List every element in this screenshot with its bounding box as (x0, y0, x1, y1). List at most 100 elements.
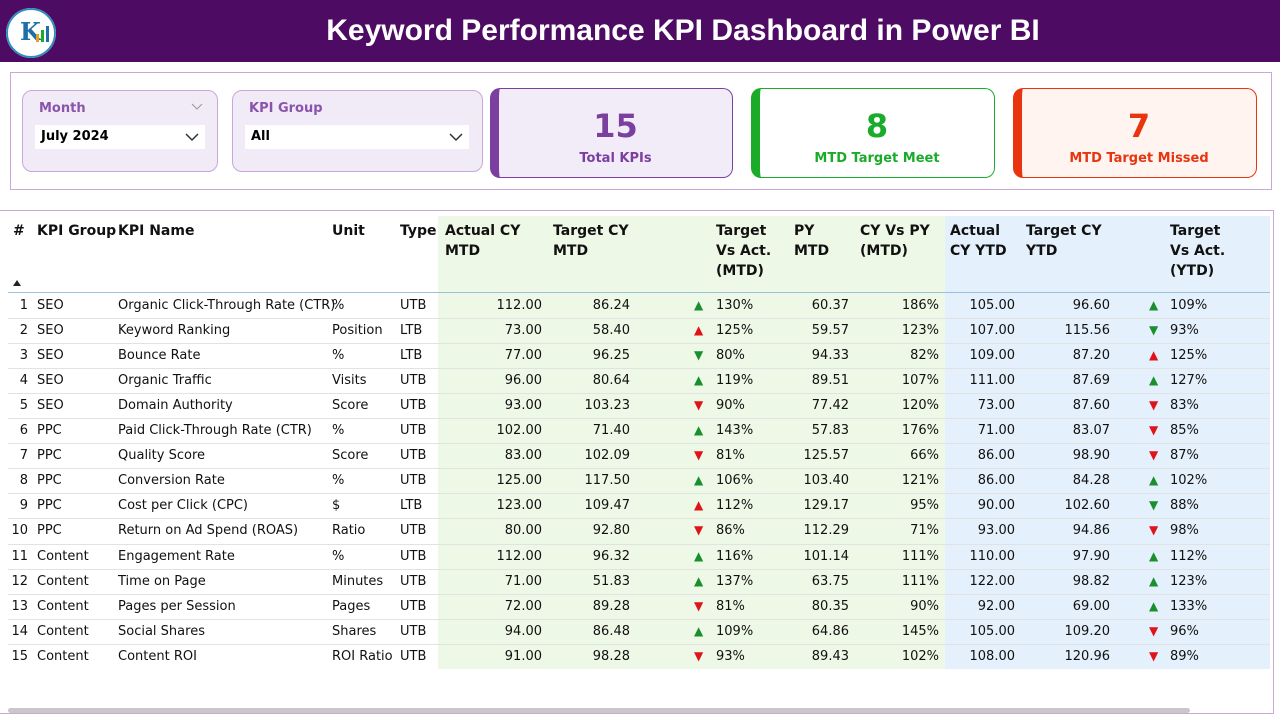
status-arrow: ▼ (1149, 398, 1159, 413)
card-value: 7 (1127, 107, 1151, 145)
table-cell: % (332, 348, 345, 364)
table-cell: 145% (901, 623, 939, 639)
table-cell: 125% (1170, 348, 1208, 364)
table-cell: 81% (716, 448, 745, 464)
table-cell: 130% (716, 298, 754, 313)
row-divider (8, 443, 1270, 445)
table-cell: 123% (1170, 573, 1208, 589)
table-cell: 59.57 (811, 323, 849, 339)
status-arrow: ▼ (694, 398, 704, 413)
table-cell: 86.24 (592, 298, 630, 313)
table-cell: 85% (1170, 423, 1199, 439)
table-cell: 7 (19, 448, 28, 464)
table-cell: 102% (1170, 473, 1208, 489)
table-cell: Cost per Click (CPC) (118, 498, 249, 514)
table-cell: 103.23 (584, 398, 631, 414)
table-cell: Organic Click-Through Rate (CTR) (118, 298, 336, 313)
table-cell: 115.56 (1064, 323, 1111, 339)
table-cell: 71.00 (504, 573, 542, 589)
slicer-value[interactable]: All (245, 125, 469, 149)
table-cell: UTB (400, 623, 427, 639)
table-cell: Keyword Ranking (118, 323, 231, 339)
row-divider (8, 368, 1270, 370)
table-cell: 105.00 (969, 623, 1016, 639)
status-arrow: ▲ (694, 323, 704, 338)
scrollbar[interactable] (8, 708, 1190, 713)
kpi-card: 15 Total KPIs (490, 88, 733, 178)
status-arrow: ▲ (1149, 373, 1159, 388)
table-cell: 105.00 (969, 298, 1016, 313)
table-cell: 80.64 (592, 373, 630, 389)
row-divider (8, 468, 1270, 470)
table-cell: 109% (716, 623, 754, 639)
table-cell: UTB (400, 298, 427, 313)
row-divider (8, 543, 1270, 545)
table-cell: PPC (37, 473, 62, 489)
table-cell: % (332, 423, 345, 439)
table-cell: 109.00 (969, 348, 1016, 364)
table-cell: LTB (400, 498, 423, 514)
table-cell: 86.00 (977, 473, 1015, 489)
status-arrow: ▲ (694, 423, 704, 438)
table-cell: 125% (716, 323, 754, 339)
table-cell: 111.00 (969, 373, 1016, 389)
status-arrow: ▼ (694, 523, 704, 538)
row-divider (8, 593, 1270, 595)
table-cell: 96.00 (504, 373, 542, 389)
kpi-card: 7 MTD Target Missed (1013, 88, 1257, 178)
status-arrow: ▼ (1149, 423, 1159, 438)
table-cell: 51.83 (592, 573, 630, 589)
table-cell: 6 (19, 423, 28, 439)
card-value: 15 (593, 107, 638, 145)
table-cell: 86% (716, 523, 745, 539)
table-cell: 122.00 (969, 573, 1016, 589)
table-cell: 89.43 (811, 648, 849, 664)
table-cell: Content ROI (118, 648, 197, 664)
table-cell: Content (37, 573, 89, 589)
kpi-group-slicer[interactable]: KPI Group All (232, 90, 483, 172)
table-cell: UTB (400, 398, 427, 414)
table-cell: % (332, 298, 345, 313)
table-cell: Visits (332, 373, 367, 389)
table-cell: 89% (1170, 648, 1199, 664)
status-arrow: ▲ (1149, 598, 1159, 613)
table-cell: 89.28 (592, 598, 630, 614)
table-cell: PPC (37, 423, 62, 439)
status-arrow: ▼ (1149, 323, 1159, 338)
table-cell: Ratio (332, 523, 366, 539)
table-cell: 106% (716, 473, 754, 489)
table-cell: 15 (11, 648, 28, 664)
table-cell: Bounce Rate (118, 348, 201, 364)
title: Keyword Performance KPI Dashboard in Pow… (326, 14, 1040, 47)
table-cell: 88% (1170, 498, 1199, 514)
column-header: Unit (332, 223, 365, 239)
row-divider (8, 643, 1270, 645)
table-cell: 97.90 (1072, 548, 1110, 564)
table-cell: 176% (901, 423, 939, 439)
table-cell: 101.14 (803, 548, 850, 564)
table-cell: 87.20 (1072, 348, 1110, 364)
table-cell: Domain Authority (118, 398, 233, 414)
table-cell: Conversion Rate (118, 473, 225, 489)
month-slicer[interactable]: Month July 2024 (22, 90, 218, 172)
card-value: 8 (865, 107, 889, 145)
table-cell: 102.09 (584, 448, 631, 464)
row-divider (8, 318, 1270, 320)
sort-indicator[interactable] (12, 279, 22, 287)
column-header: Target Vs Act. (YTD) (1170, 223, 1226, 279)
table-cell: 93% (1170, 323, 1199, 339)
table-cell: Pages (332, 598, 371, 614)
status-arrow: ▲ (694, 498, 704, 513)
dropdown-arrow[interactable] (449, 133, 463, 142)
table-cell: 109.47 (584, 498, 631, 514)
row-divider (8, 518, 1270, 520)
table-cell: 11 (11, 548, 28, 564)
slicer-value[interactable]: July 2024 (35, 125, 205, 149)
filter-panel (10, 72, 1272, 190)
dropdown-arrow[interactable] (185, 133, 199, 142)
status-arrow: ▲ (694, 298, 704, 312)
ytd-band (945, 216, 1270, 669)
table-cell: Score (332, 398, 369, 414)
table-cell: UTB (400, 548, 427, 564)
